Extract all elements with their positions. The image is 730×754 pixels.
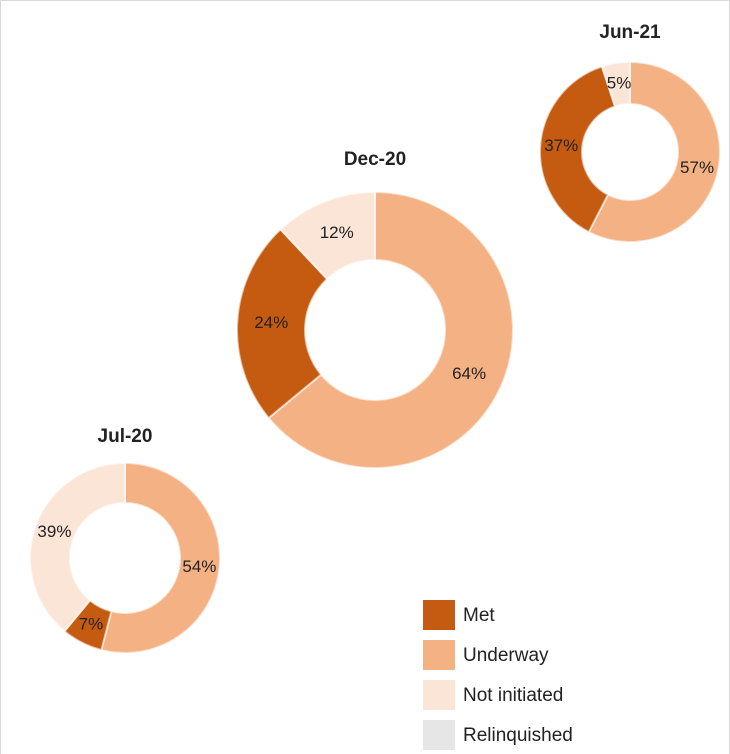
data-label: 12%: [320, 223, 354, 242]
donut-segment: [236, 227, 329, 420]
donut-segment: [587, 60, 721, 243]
legend-label: Relinquished: [463, 725, 573, 746]
legend-swatch: [423, 640, 455, 670]
legend-label: Not initiated: [463, 685, 563, 706]
data-label: 64%: [452, 364, 486, 383]
data-label: 39%: [37, 522, 71, 541]
donut-title: Jun-21: [599, 22, 661, 43]
legend-label: Met: [463, 605, 495, 626]
donut-segment: [600, 60, 631, 108]
donut-title: Jul-20: [98, 426, 153, 447]
data-label: 7%: [79, 614, 104, 633]
donut-segment: [539, 65, 617, 234]
data-label: 37%: [544, 136, 578, 155]
data-label: 54%: [182, 557, 216, 576]
donut-segment: [29, 461, 126, 633]
legend-swatch: [423, 680, 455, 710]
data-label: 5%: [607, 73, 632, 92]
donut-segment: [279, 190, 376, 281]
donut-segment: [267, 190, 514, 469]
data-label: 24%: [254, 313, 288, 332]
legend-swatch: [423, 720, 455, 750]
donut-title: Dec-20: [344, 149, 406, 170]
legend-label: Underway: [463, 645, 549, 666]
donut-segment: [100, 461, 221, 654]
legend-swatch: [423, 600, 455, 630]
data-label: 57%: [680, 158, 714, 177]
